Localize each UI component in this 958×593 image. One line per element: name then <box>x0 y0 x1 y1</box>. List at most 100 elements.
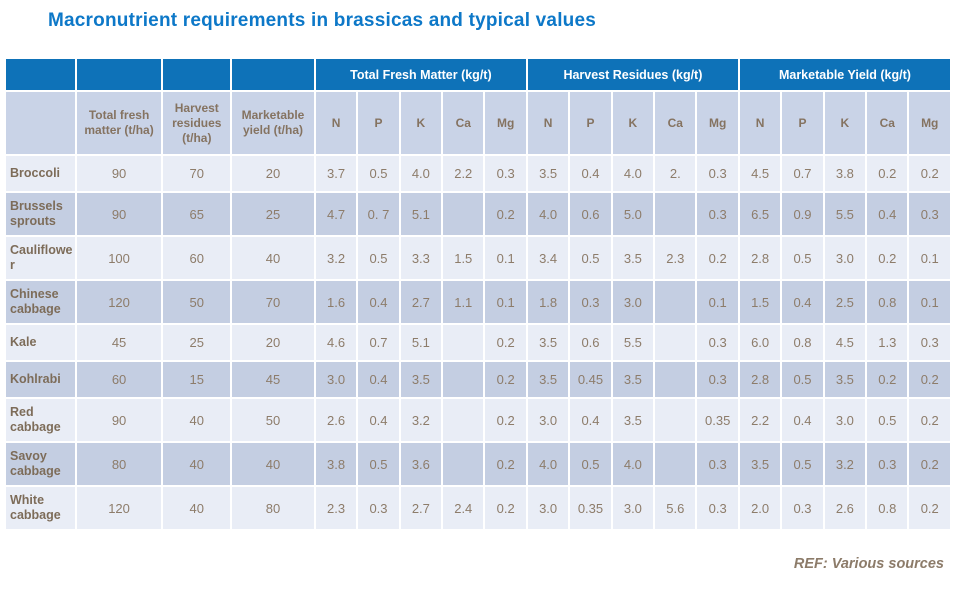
data-cell: 0.5 <box>358 156 399 191</box>
data-cell <box>443 325 484 360</box>
data-cell: 0.2 <box>485 193 526 235</box>
data-cell: 0.3 <box>909 325 950 360</box>
data-cell: 0.3 <box>867 443 908 485</box>
row-label: Broccoli <box>6 156 75 191</box>
data-cell <box>443 443 484 485</box>
reference-note: REF: Various sources <box>793 556 944 572</box>
data-cell: 0.3 <box>358 487 399 529</box>
row-label: Red cabbage <box>6 399 75 441</box>
nutrient-header-cell: K <box>824 92 866 154</box>
data-cell: 0.5 <box>867 399 908 441</box>
data-cell: 3.5 <box>612 399 654 441</box>
macronutrient-table: Total Fresh Matter (kg/t) Harvest Residue… <box>4 57 952 531</box>
data-cell: 5.5 <box>612 325 654 360</box>
data-cell: 0.1 <box>697 281 738 323</box>
data-cell: 60 <box>163 237 231 279</box>
data-cell: 0.5 <box>782 237 823 279</box>
data-cell: 40 <box>232 237 314 279</box>
data-cell: 0.8 <box>867 281 908 323</box>
data-cell: 0.4 <box>570 156 611 191</box>
data-cell: 0.2 <box>485 362 526 397</box>
group-header-spacer-cell <box>76 59 162 90</box>
nutrient-header-cell: N <box>739 92 781 154</box>
page-title: Macronutrient requirements in brassicas … <box>48 10 597 31</box>
table-row: Brussels sprouts 90 65 25 4.7 0. 7 5.1 0.2 4.0 0.… <box>6 193 950 235</box>
data-cell: 0.2 <box>909 156 950 191</box>
data-cell: 0.3 <box>485 156 526 191</box>
data-cell: 90 <box>76 399 162 441</box>
data-cell: 3.5 <box>824 362 866 397</box>
data-cell: 0.5 <box>782 362 823 397</box>
data-cell: 70 <box>232 281 314 323</box>
table-row: Cauliflower 100 60 40 3.2 0.5 3.3 1.5 0.1 3.4 0.5 3… <box>6 237 950 279</box>
data-cell: 4.0 <box>527 443 569 485</box>
data-cell: 2.4 <box>443 487 484 529</box>
data-cell: 2.7 <box>400 487 442 529</box>
data-cell: 2.8 <box>739 237 781 279</box>
data-cell: 20 <box>232 325 314 360</box>
data-cell: 0.1 <box>909 281 950 323</box>
data-cell: 40 <box>232 443 314 485</box>
data-cell: 5.1 <box>400 193 442 235</box>
data-cell: 25 <box>232 193 314 235</box>
data-cell: 0.3 <box>697 193 738 235</box>
group-header-cell: Total Fresh Matter (kg/t) <box>315 59 526 90</box>
nutrient-header-cell: Mg <box>697 92 738 154</box>
data-cell: 40 <box>163 399 231 441</box>
table-row: Savoy cabbage 80 40 40 3.8 0.5 3.6 0.2 4.0 0.5 4.0… <box>6 443 950 485</box>
data-cell: 0.2 <box>867 362 908 397</box>
row-label: White cabbage <box>6 487 75 529</box>
data-cell: 0.3 <box>697 487 738 529</box>
data-cell: 3.4 <box>527 237 569 279</box>
data-cell: 0.6 <box>570 193 611 235</box>
data-cell: 0.5 <box>782 443 823 485</box>
data-cell: 0.3 <box>697 362 738 397</box>
data-cell: 0.2 <box>485 325 526 360</box>
row-label: Brussels sprouts <box>6 193 75 235</box>
table-row: Red cabbage 90 40 50 2.6 0.4 3.2 0.2 3.0 0.4 3.5 0.… <box>6 399 950 441</box>
data-cell: 3.6 <box>400 443 442 485</box>
group-header-cell: Harvest Residues (kg/t) <box>527 59 738 90</box>
data-cell: 45 <box>232 362 314 397</box>
data-cell: 100 <box>76 237 162 279</box>
group-header-spacer-cell <box>6 59 75 90</box>
nutrient-header-cell: K <box>612 92 654 154</box>
data-cell: 0.9 <box>782 193 823 235</box>
data-cell: 0.7 <box>358 325 399 360</box>
data-cell <box>655 399 696 441</box>
data-cell: 0.3 <box>570 281 611 323</box>
table-row: Broccoli 90 70 20 3.7 0.5 4.0 2.2 0.3 3.5 0.4 4.0 2.… <box>6 156 950 191</box>
group-header-cell: Marketable Yield (kg/t) <box>739 59 950 90</box>
data-cell: 1.8 <box>527 281 569 323</box>
data-cell: 65 <box>163 193 231 235</box>
data-cell: 0.2 <box>485 399 526 441</box>
data-cell: 80 <box>232 487 314 529</box>
corner-cell <box>6 92 75 154</box>
data-cell: 0.2 <box>867 156 908 191</box>
data-cell: 3.5 <box>739 443 781 485</box>
data-cell <box>655 281 696 323</box>
data-cell: 3.7 <box>315 156 357 191</box>
data-cell: 0.8 <box>867 487 908 529</box>
data-cell: 3.2 <box>315 237 357 279</box>
data-cell: 2. <box>655 156 696 191</box>
data-cell: 90 <box>76 156 162 191</box>
data-cell: 4.0 <box>527 193 569 235</box>
data-cell: 0.4 <box>782 399 823 441</box>
data-cell: 0.4 <box>358 362 399 397</box>
nutrient-header-cell: K <box>400 92 442 154</box>
nutrient-header-cell: P <box>358 92 399 154</box>
data-cell: 1.5 <box>443 237 484 279</box>
data-cell: 0.3 <box>782 487 823 529</box>
table-row: Kohlrabi 60 15 45 3.0 0.4 3.5 0.2 3.5 0.45 3.5 0.3 2… <box>6 362 950 397</box>
data-cell: 3.5 <box>527 362 569 397</box>
data-cell: 0. 7 <box>358 193 399 235</box>
data-cell: 3.0 <box>315 362 357 397</box>
data-cell: 0.4 <box>358 399 399 441</box>
data-cell: 3.0 <box>824 399 866 441</box>
data-cell <box>443 193 484 235</box>
data-cell: 50 <box>163 281 231 323</box>
data-cell: 0.6 <box>570 325 611 360</box>
data-cell: 0.3 <box>697 156 738 191</box>
data-cell: 2.2 <box>739 399 781 441</box>
